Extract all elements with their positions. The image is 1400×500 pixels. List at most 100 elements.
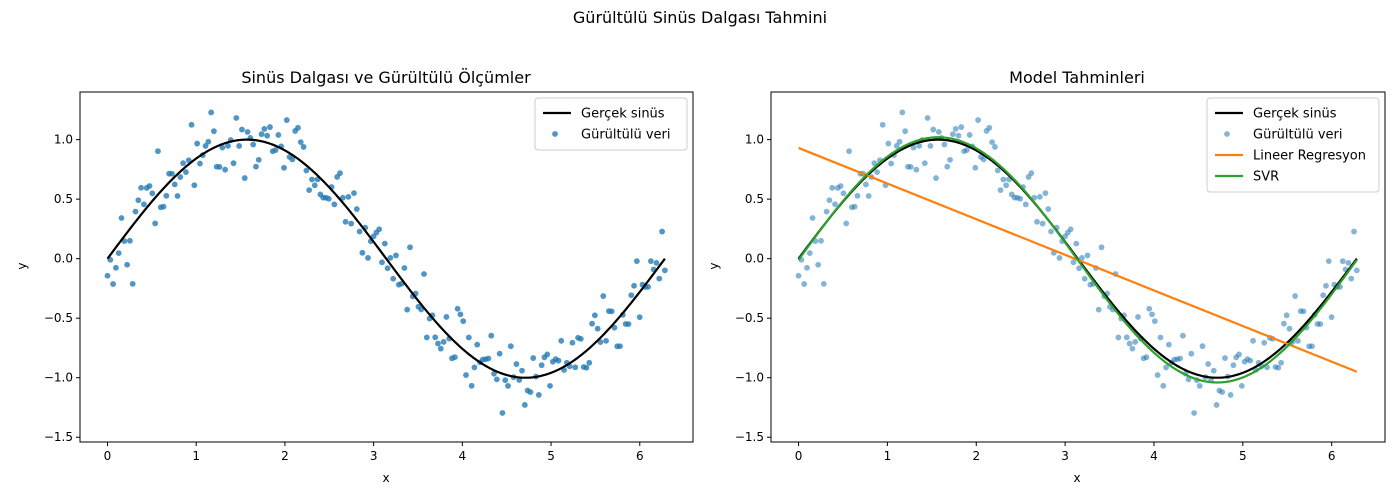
- scatter-point: [129, 280, 136, 287]
- true-sine-line: [106, 138, 666, 379]
- scatter-point: [591, 312, 598, 319]
- scatter-point: [465, 334, 472, 341]
- scatter-point: [1179, 332, 1186, 339]
- scatter-point: [169, 170, 175, 177]
- scatter-point: [1036, 193, 1043, 200]
- scatter-point: [393, 252, 399, 259]
- scatter-point: [1351, 228, 1357, 235]
- scatter-point: [496, 350, 503, 357]
- scatter-point: [451, 354, 458, 361]
- scatter-point: [457, 311, 464, 318]
- scatter-point: [356, 228, 363, 235]
- scatter-point: [1320, 292, 1327, 299]
- scatter-point: [127, 237, 133, 244]
- scatter-point: [538, 362, 545, 369]
- scatter-point: [283, 117, 290, 123]
- scatter-point: [1261, 339, 1268, 346]
- scatter-point: [219, 144, 226, 151]
- y-axis-label: y: [707, 262, 721, 269]
- scatter-point: [513, 361, 520, 367]
- scatter-point: [104, 272, 111, 279]
- scatter-point: [989, 139, 996, 146]
- x-tick-label: 6: [636, 449, 644, 463]
- scatter-point: [253, 163, 259, 170]
- scatter-point: [631, 282, 637, 289]
- scatter-point: [1126, 340, 1133, 347]
- scatter-point: [488, 332, 495, 339]
- scatter-point: [205, 138, 212, 145]
- scatter-point: [558, 337, 565, 344]
- scatter-point: [555, 357, 562, 364]
- scatter-point: [1348, 275, 1355, 282]
- scatter-point: [633, 258, 640, 265]
- plot-area: 0 1 2 3 4 5 6 −1.5 −1.0 −0.5 0.0 0.5 1.0 Gerçek sinüs…: [735, 91, 1386, 463]
- scatter-point: [1286, 325, 1293, 332]
- scatter-point: [401, 265, 408, 271]
- scatter-point: [272, 147, 279, 154]
- scatter-point: [826, 197, 833, 204]
- legend-box: [534, 97, 688, 151]
- scatter-point: [1275, 364, 1282, 371]
- scatter-point: [351, 190, 357, 197]
- scatter-point: [1017, 195, 1024, 202]
- scatter-point: [485, 355, 492, 362]
- y-tick-label: 0.0: [54, 252, 73, 266]
- legend-box: [1206, 97, 1380, 193]
- x-tick-label: 2: [972, 449, 980, 463]
- scatter-point: [264, 132, 271, 139]
- scatter-point: [404, 306, 411, 313]
- scatter-point: [986, 124, 993, 131]
- scatter-point: [1339, 258, 1346, 265]
- scatter-point: [216, 163, 223, 170]
- svr-line: [797, 136, 1358, 384]
- scatter-point: [594, 325, 601, 332]
- x-tick-label: 1: [884, 449, 892, 463]
- scatter-point: [949, 131, 956, 138]
- chart-title: Sinüs Dalgası ve Gürültülü Ölçümler: [241, 68, 531, 87]
- scatter-point: [1034, 218, 1040, 225]
- scatter-point: [958, 124, 965, 130]
- y-tick-label: 1.0: [54, 133, 73, 147]
- scatter-point: [1278, 359, 1284, 366]
- scatter-point: [547, 382, 553, 389]
- scatter-point: [527, 389, 534, 396]
- scatter-point: [225, 142, 231, 149]
- scatter-point: [163, 192, 170, 199]
- y-tick-label: −0.5: [735, 311, 764, 325]
- scatter-point: [1039, 220, 1046, 227]
- scatter-point: [535, 392, 542, 398]
- scatter-point: [1236, 351, 1242, 358]
- scatter-point: [171, 181, 178, 188]
- scatter-point: [297, 139, 304, 146]
- scatter-point: [437, 345, 444, 352]
- scatter-point: [916, 142, 923, 149]
- legend-label: Lineer Regresyon: [1253, 149, 1366, 164]
- scatter-point: [896, 138, 903, 145]
- scatter-point: [586, 359, 593, 366]
- scatter-point: [823, 208, 830, 215]
- scatter-point: [992, 144, 998, 150]
- scatter-point: [1073, 240, 1080, 247]
- scatter-point: [432, 334, 439, 341]
- y-tick-label: −1.0: [735, 371, 764, 385]
- scatter-point: [493, 376, 500, 383]
- scatter-point: [499, 410, 506, 416]
- scatter-point: [1196, 383, 1203, 389]
- series-layer: [795, 109, 1360, 416]
- scatter-point: [1199, 343, 1206, 350]
- scatter-point: [303, 167, 310, 174]
- scatter-point: [289, 156, 296, 163]
- x-tick-label: 5: [547, 449, 555, 463]
- scatter-point: [155, 148, 161, 155]
- scatter-point: [222, 166, 229, 173]
- legend-label: SVR: [1253, 170, 1279, 185]
- scatter-point: [963, 147, 970, 154]
- panel-right: Model Tahminleri 0 1 2 3 4 5 6−1.5−1.0−0.50.00…: [707, 68, 1386, 485]
- scatter-point: [530, 355, 537, 361]
- scatter-point: [840, 190, 847, 197]
- scatter-point: [507, 343, 514, 350]
- scatter-point: [1154, 372, 1161, 378]
- legend-label: Gerçek sinüs: [581, 107, 665, 122]
- scatter-point: [230, 160, 237, 167]
- scatter-point: [261, 125, 268, 132]
